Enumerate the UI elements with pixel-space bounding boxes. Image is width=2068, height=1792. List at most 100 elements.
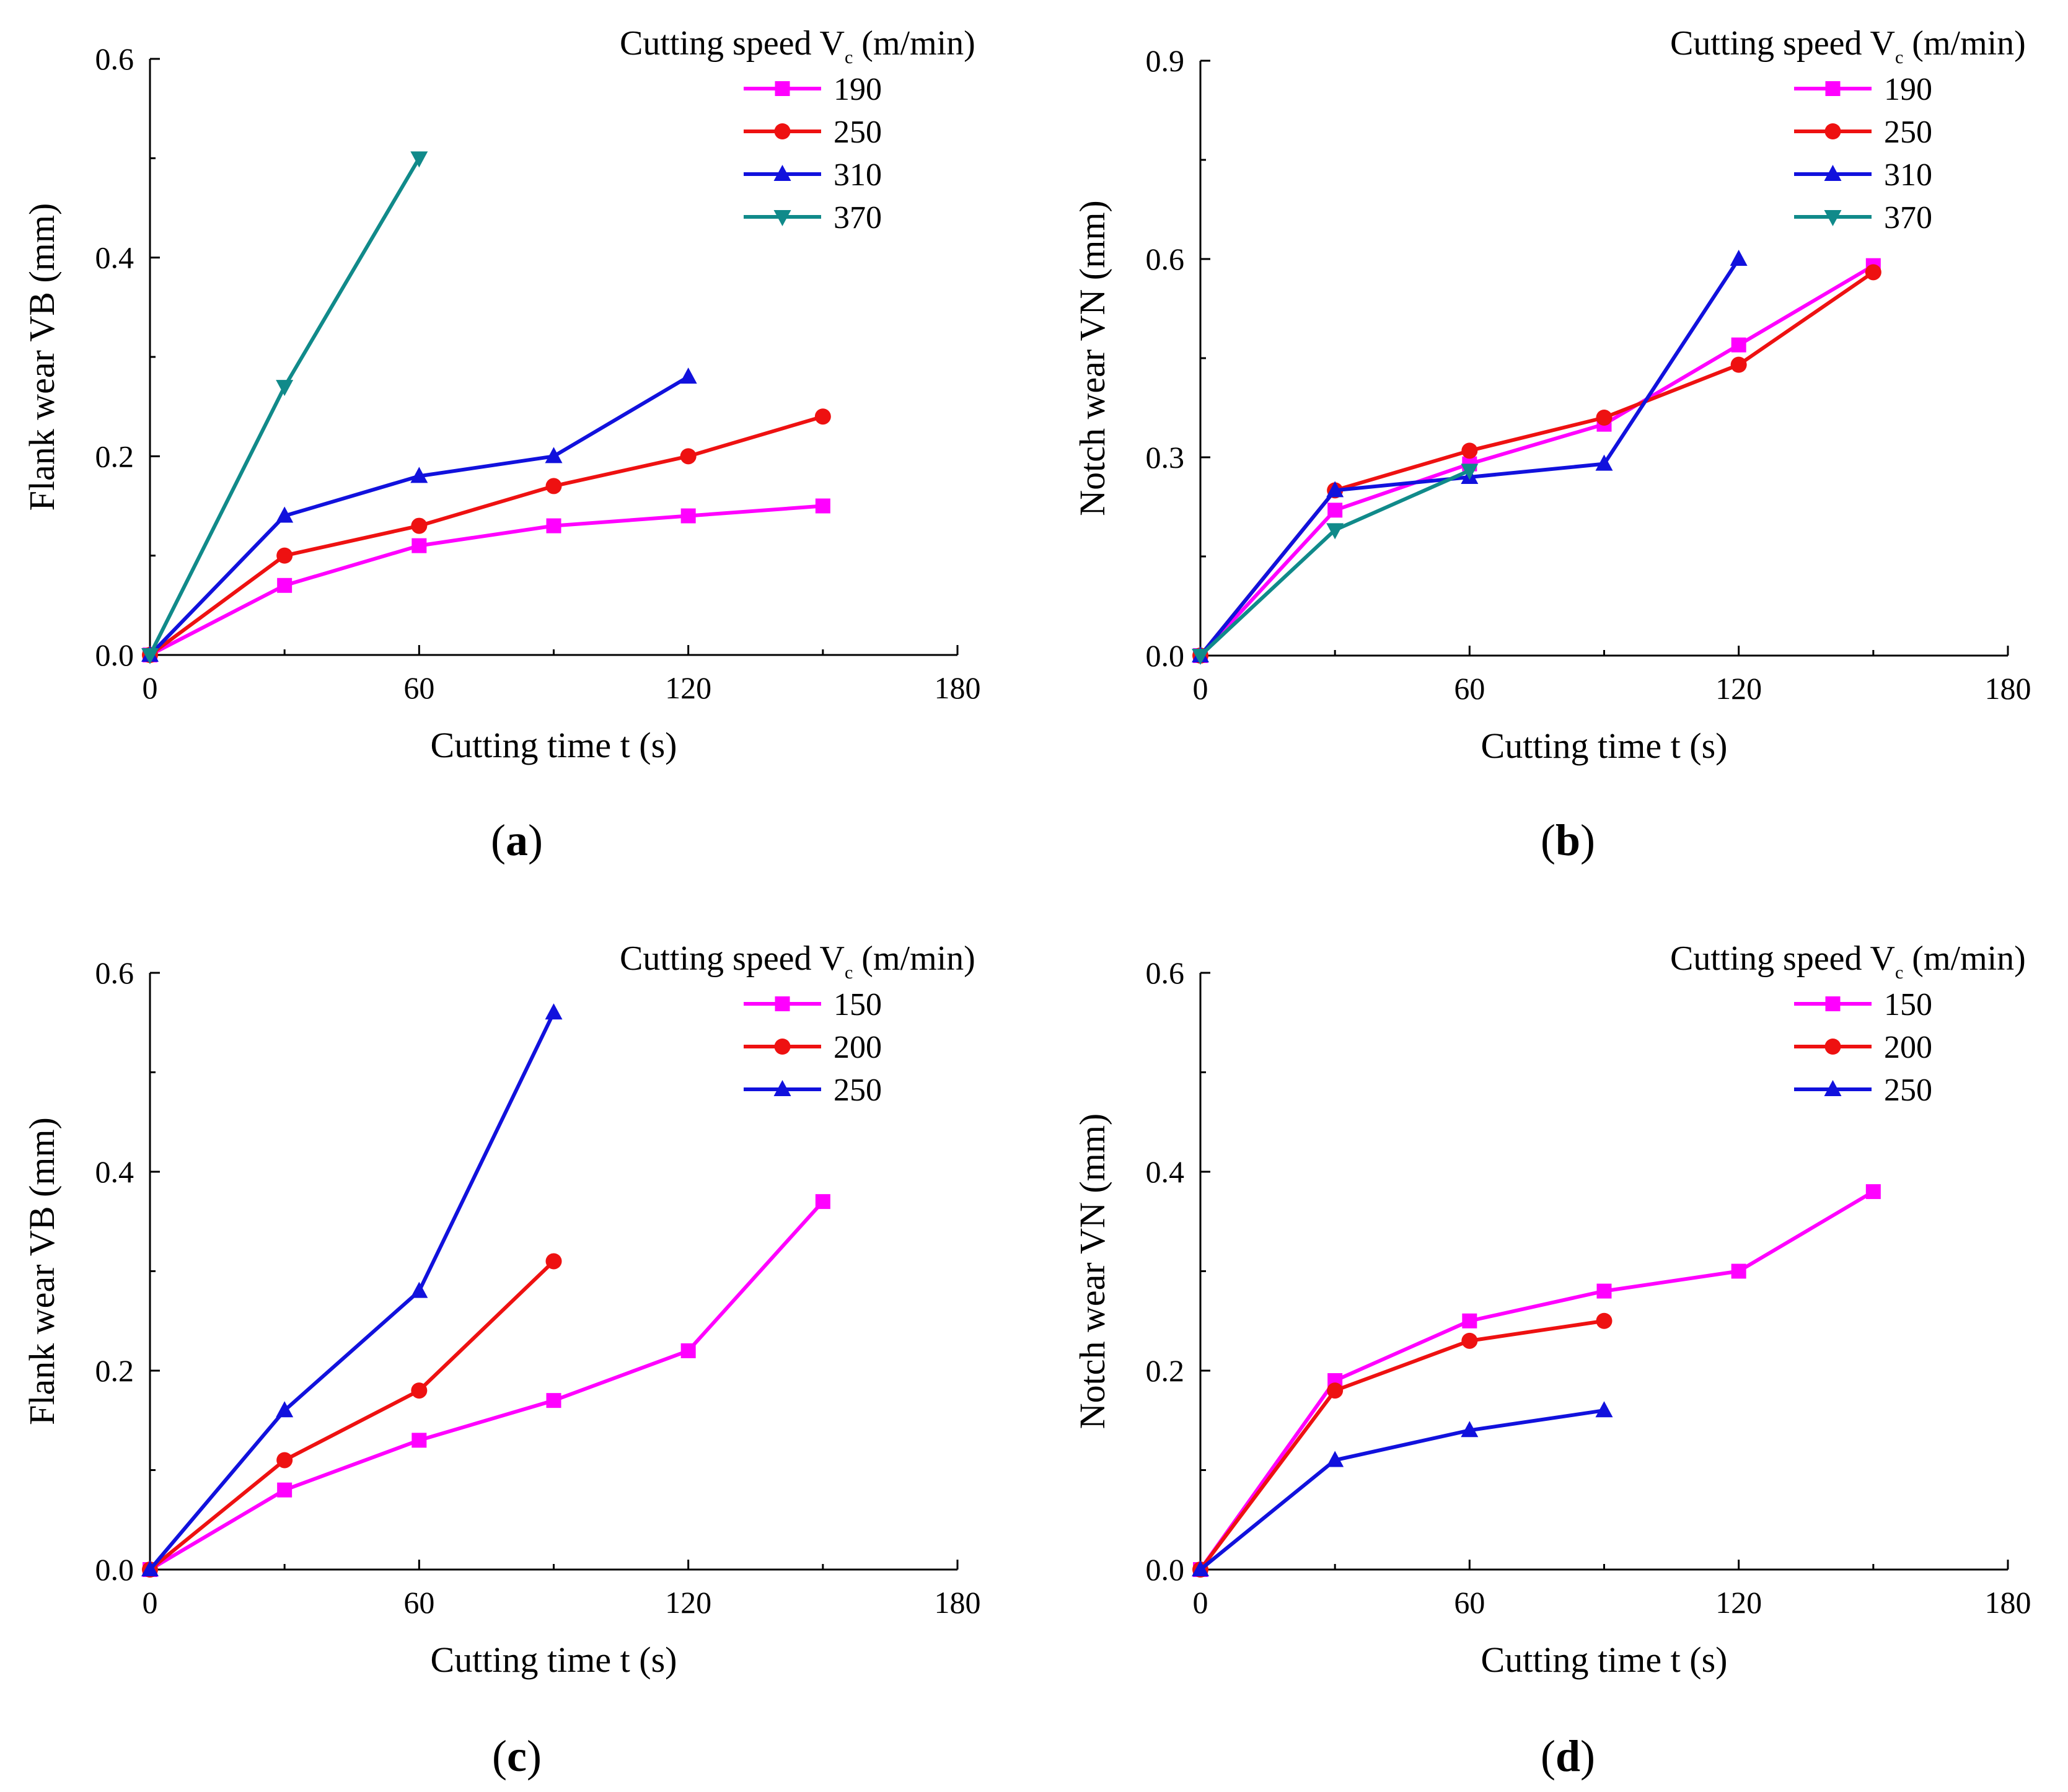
data-point [815,1194,830,1210]
data-point [410,151,428,168]
chart-panel-b: 0 60 120 180 0.0 0.3 0.6 0.9 Cutting time t (s) N… [1072,24,2031,865]
panel-label-open: ( [491,815,506,865]
y-axis-label: Notch wear VN (mm) [1072,200,1112,516]
data-point [277,578,293,593]
series-190 [1193,258,1881,663]
y-tick-label: 0.9 [1146,43,1185,78]
data-point [1326,523,1344,540]
data-point [410,467,428,483]
data-point [276,506,294,523]
data-point [546,518,561,534]
series-line [149,415,824,657]
legend: Cutting speed Vc (m/min) 190 250 310 370 [620,24,975,235]
data-point [411,1382,428,1399]
x-tick-label: 120 [665,670,711,705]
data-point [276,1401,294,1418]
x-tick-label: 0 [1193,1585,1208,1620]
panel-label: (c) [492,1731,542,1781]
x-tick-label: 180 [1985,1585,2031,1620]
data-point [1596,1283,1612,1299]
data-point [141,1560,159,1576]
legend-title: Cutting speed Vc (m/min) [1670,939,2026,983]
data-point [680,508,696,524]
x-tick-label: 180 [1985,671,2031,706]
data-point [1865,264,1881,281]
legend-title: Cutting speed Vc (m/min) [1670,24,2026,68]
series-250 [141,1003,563,1576]
data-point [1596,410,1613,426]
series-line [1199,270,1875,657]
legend-swatch-marker [1824,210,1842,226]
legend-swatch-marker [1824,165,1842,181]
x-tick-label: 60 [403,1585,434,1620]
series-line [149,1260,555,1571]
panel-label-letter: b [1555,815,1580,865]
data-point [277,1482,293,1498]
legend-entry-label: 250 [1884,115,1932,150]
y-tick-label: 0.0 [1146,1552,1185,1587]
legend-entry-label: 310 [1884,157,1932,193]
series-line [1199,1408,1604,1571]
series-150 [143,1194,830,1577]
legend-swatch-marker [1824,1039,1841,1055]
y-tick-label: 0.6 [95,955,134,990]
data-point [680,1343,696,1358]
x-tick-label: 0 [143,670,158,705]
x-tick-label: 60 [1454,671,1485,706]
x-tick-label: 180 [935,1585,981,1620]
data-point [1192,1560,1209,1576]
data-point [276,380,294,397]
legend-entry-label: 200 [834,1030,882,1065]
legend-swatch-marker [1825,81,1841,96]
legend-title-subscript: c [1895,962,1903,983]
y-tick-label: 0.4 [95,1154,134,1189]
y-tick-label: 0.0 [95,1552,134,1587]
y-tick-label: 0.3 [1146,440,1185,475]
panel-label-open: ( [1541,815,1555,865]
legend-entry-label: 150 [1884,987,1932,1022]
y-tick-label: 0.6 [1146,242,1185,276]
y-axis-label: Notch wear VN (mm) [1072,1113,1112,1430]
panel-label-open: ( [492,1731,507,1781]
series-250 [1192,1401,1613,1576]
x-axis-label: Cutting time t (s) [1481,726,1728,766]
series-370 [141,151,428,664]
x-axis-label: Cutting time t (s) [431,1640,677,1680]
data-point [276,547,293,564]
legend-title-subscript: c [845,962,853,983]
data-point [1731,1263,1746,1279]
series-190 [143,498,830,662]
data-point [815,498,830,514]
panel-label-open: ( [1541,1731,1555,1781]
legend-title-subscript: c [845,47,853,68]
x-tick-label: 180 [935,670,981,705]
x-tick-label: 60 [403,670,434,705]
legend: Cutting speed Vc (m/min) 150 200 250 [620,939,975,1108]
panel-label-letter: d [1555,1731,1580,1781]
series-250 [1192,264,1881,664]
legend-title: Cutting speed Vc (m/min) [620,24,975,68]
y-tick-label: 0.2 [95,1353,134,1388]
y-tick-label: 0.4 [1146,1154,1185,1189]
legend-entry-label: 250 [834,1073,882,1108]
data-point [411,538,427,553]
x-tick-label: 120 [1715,1585,1762,1620]
x-tick-label: 120 [1715,671,1762,706]
legend-title-main: Cutting speed V [620,24,845,63]
data-point [1865,1184,1881,1200]
legend-title-unit: (m/min) [1903,24,2026,63]
series-line [1199,1190,1875,1571]
y-tick-label: 0.6 [95,42,134,76]
legend-title-main: Cutting speed V [1670,24,1895,63]
data-point [1461,1421,1479,1438]
data-point [1595,454,1613,471]
data-point [411,1433,427,1448]
series-line [1199,264,1875,657]
data-point [680,448,697,465]
panel-label-letter: c [507,1731,527,1781]
legend-swatch-marker [775,81,790,96]
legend-entry-label: 370 [834,200,882,235]
chart-panel-a: 0 60 120 180 0.0 0.2 0.4 0.6 Cutting time t (s) F… [22,24,981,865]
panel-label: (d) [1541,1731,1595,1781]
legend-swatch-marker [1824,123,1841,139]
